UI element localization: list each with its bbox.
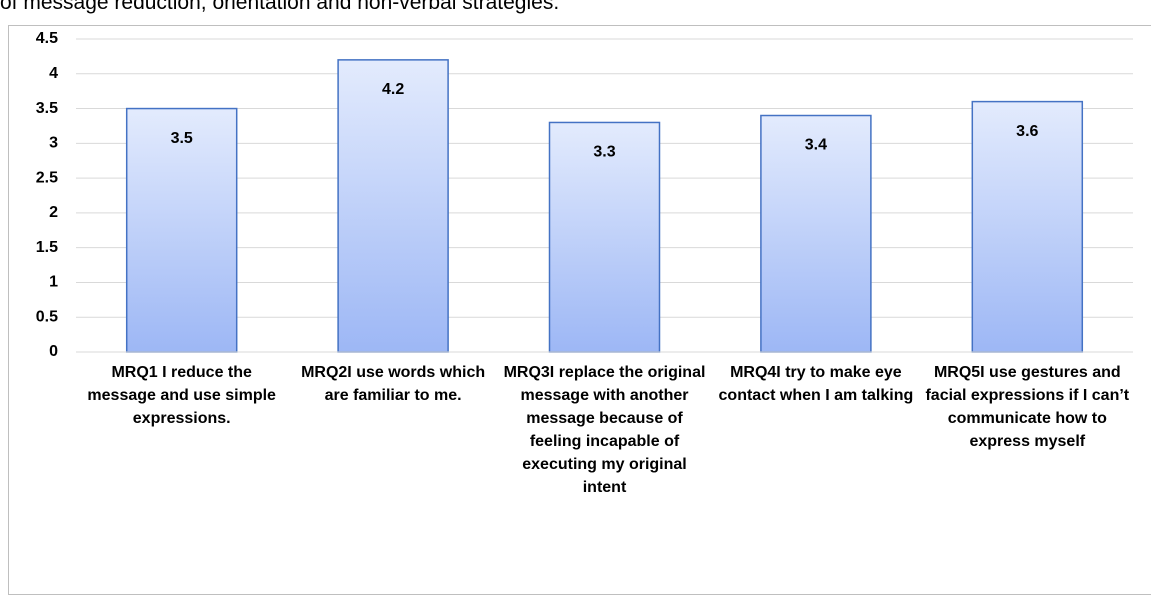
data-label: 3.6 — [1016, 123, 1038, 140]
caption: of message reduction, orientation and no… — [0, 0, 560, 14]
x-tick-label: MRQ5I use gestures and facial expression… — [925, 364, 1130, 450]
x-tick-label: MRQ1 I reduce the message and use simple… — [87, 364, 276, 427]
chart: 0 0.5 1 1.5 2 2.5 3 3.5 4 4.5 3.5 4.2 3.3 3.4 3.6 — [36, 30, 1133, 360]
y-tick-label: 2 — [49, 204, 58, 221]
bar — [971, 100, 1084, 353]
bar — [337, 59, 449, 353]
y-tick-label: 4.5 — [36, 30, 58, 47]
y-tick-label: 4 — [49, 65, 58, 82]
y-tick-label: 1.5 — [36, 239, 58, 256]
data-label: 3.5 — [171, 130, 193, 147]
data-label: 3.4 — [805, 137, 827, 154]
x-tick-label: MRQ3I replace the original message with … — [503, 364, 706, 496]
y-tick-label: 3.5 — [36, 100, 58, 117]
y-tick-label: 3 — [49, 135, 58, 152]
y-tick-label: 2.5 — [36, 169, 58, 186]
data-label: 4.2 — [382, 81, 404, 98]
data-label: 3.3 — [593, 144, 615, 161]
y-tick-label: 1 — [49, 274, 58, 291]
y-tick-label: 0.5 — [36, 308, 58, 325]
x-tick-label: MRQ2I use words which are familiar to me… — [301, 364, 486, 404]
y-tick-label: 0 — [49, 343, 58, 360]
bar — [125, 107, 238, 353]
x-tick-label: MRQ4I try to make eye contact when I am … — [718, 364, 914, 404]
